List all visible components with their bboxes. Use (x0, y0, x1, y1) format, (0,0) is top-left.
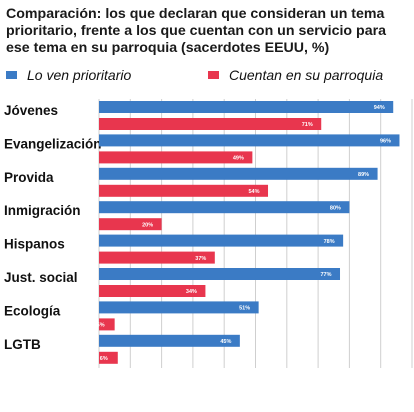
bar-parroquia-just-social (99, 285, 206, 297)
data-label-parroquia-provida: 54% (249, 189, 260, 195)
bar-prioritario-inmigracion (99, 201, 350, 214)
legend-swatch-parroquia (208, 71, 219, 79)
data-label-prioritario-hispanos: 78% (324, 239, 335, 245)
bar-prioritario-hispanos (99, 234, 344, 247)
data-label-parroquia-jovenes: 71% (302, 122, 313, 128)
bar-parroquia-jovenes (99, 118, 322, 130)
bar-prioritario-provida (99, 167, 378, 180)
category-label-lgtb: LGTB (4, 337, 41, 352)
legend-label-prioritario: Lo ven prioritario (27, 67, 132, 83)
legend-swatch-prioritario (6, 71, 17, 79)
data-label-parroquia-inmigracion: 20% (142, 222, 153, 228)
data-label-prioritario-just-social: 77% (321, 272, 332, 278)
category-label-ecologia: Ecología (4, 303, 61, 318)
category-label-hispanos: Hispanos (4, 237, 65, 252)
bar-prioritario-ecologia (99, 301, 259, 314)
data-label-parroquia-lgtb: 6% (100, 356, 108, 362)
data-label-parroquia-evangelizacion: 49% (233, 156, 244, 162)
data-label-parroquia-just-social: 34% (186, 289, 197, 295)
bar-prioritario-just-social (99, 268, 341, 280)
data-label-prioritario-evangelizacion: 96% (380, 139, 391, 145)
legend-item-prioritario: Lo ven prioritario (6, 67, 166, 83)
data-label-parroquia-ecologia: 5% (97, 323, 105, 329)
category-label-just-social: Just. social (4, 270, 78, 285)
chart-title: Comparación: los que declaran que consid… (6, 6, 387, 56)
data-label-prioritario-ecologia: 51% (239, 306, 250, 312)
bar-prioritario-jovenes (99, 101, 394, 113)
legend-item-parroquia: Cuentan en su parroquia (208, 67, 412, 83)
bar-parroquia-ecologia (99, 318, 115, 331)
bar-parroquia-provida (99, 184, 269, 197)
category-label-inmigracion: Inmigración (4, 203, 81, 218)
data-label-prioritario-jovenes: 94% (374, 105, 385, 111)
bar-prioritario-evangelizacion (99, 134, 400, 147)
bar-parroquia-evangelizacion (99, 151, 253, 164)
data-label-prioritario-provida: 89% (358, 172, 369, 178)
data-label-prioritario-lgtb: 45% (220, 339, 231, 345)
legend-label-parroquia: Cuentan en su parroquia (229, 67, 384, 83)
category-label-jovenes: Jóvenes (4, 103, 58, 118)
bar-parroquia-lgtb (99, 351, 118, 364)
data-label-parroquia-hispanos: 37% (195, 256, 206, 262)
bar-prioritario-lgtb (99, 334, 240, 347)
category-label-provida: Provida (4, 170, 54, 185)
bar-parroquia-inmigracion (99, 218, 162, 231)
category-label-evangelizacion: Evangelización (4, 136, 102, 151)
data-label-prioritario-inmigracion: 80% (330, 205, 341, 211)
bar-parroquia-hispanos (99, 251, 215, 264)
